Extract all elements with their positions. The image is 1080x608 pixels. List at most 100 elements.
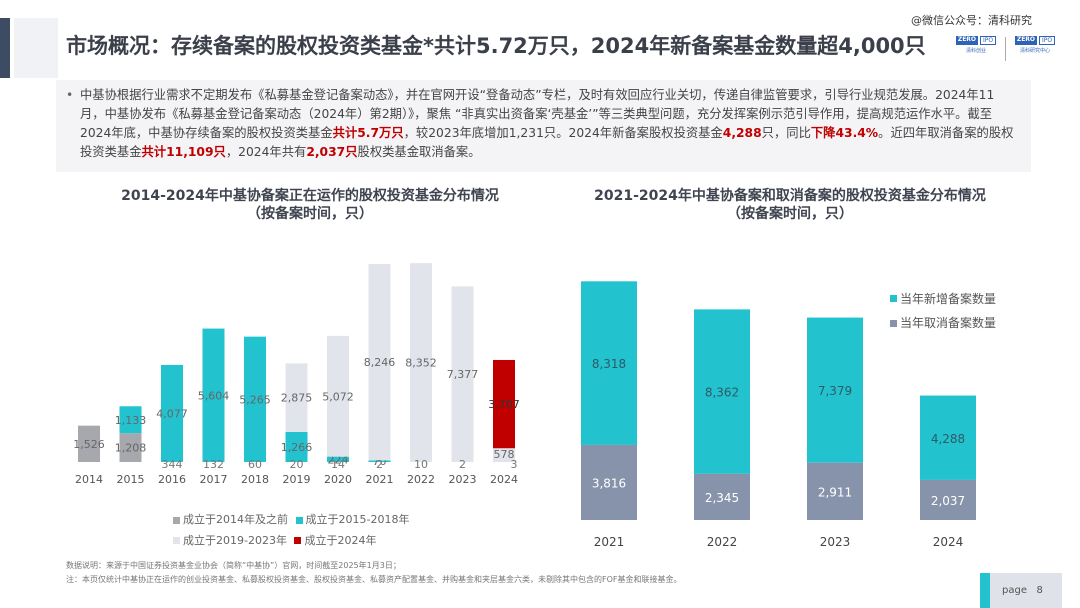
- bar-segment: [493, 448, 515, 462]
- summary-segment: 中基协根据行业需求不定期发布《私募基金登记备案动态》，并在官网开设“登备动态”专…: [80, 88, 995, 140]
- data-label: 7,377: [447, 368, 479, 381]
- bar-segment: [327, 335, 349, 457]
- data-label-small: 3: [511, 458, 518, 471]
- title-band: [14, 18, 58, 78]
- legend-item: 成立于2019-2023年: [173, 531, 287, 551]
- data-label: 3,707: [488, 398, 520, 411]
- bar-segment: [119, 433, 142, 462]
- bar-segment: [244, 336, 266, 462]
- legend-label: 成立于2019-2023年: [183, 533, 287, 547]
- bar-segment: [807, 317, 863, 463]
- page-label: page 8: [1002, 585, 1043, 596]
- bar-segment: [581, 444, 637, 520]
- x-tick-label: 2019: [283, 473, 311, 486]
- summary-highlight: 2,037只: [306, 145, 358, 159]
- summary-highlight: 共计5.7万只: [332, 126, 404, 140]
- data-label: 3,816: [592, 476, 626, 490]
- summary-paragraph: • 中基协根据行业需求不定期发布《私募基金登记备案动态》，并在官网开设“登备动态”…: [56, 80, 1031, 162]
- logo-subtext: 清科创业: [965, 48, 986, 54]
- legend-swatch: [890, 295, 897, 302]
- page-number: 8: [1036, 585, 1043, 596]
- bar-segment: [285, 363, 308, 432]
- data-label: 8,352: [405, 357, 437, 370]
- x-tick-label: 2016: [158, 473, 186, 486]
- logo-subtext: 清科研究中心: [1019, 48, 1050, 54]
- data-label: 8,246: [364, 356, 396, 369]
- data-label-small: 10: [414, 458, 428, 471]
- bar-segment: [368, 460, 391, 462]
- legend-item: 当年取消备案数量: [890, 311, 996, 335]
- summary-segment: ，2024年共有: [225, 145, 307, 159]
- legend-label: 成立于2014年及之前: [183, 513, 288, 526]
- title-accent-bar: [0, 18, 10, 78]
- logo-zero2ipo-research: ZERO IPO 清科研究中心: [1014, 36, 1056, 62]
- bar-segment: [285, 431, 308, 462]
- x-tick-label: 2023: [449, 473, 477, 486]
- data-label: 4,288: [931, 432, 965, 446]
- chart2-title: 2021-2024年中基协备案和取消备案的股权投资基金分布情况 （按备案时间，只…: [560, 187, 1020, 223]
- data-label: 5,604: [198, 389, 230, 402]
- data-label: 1,526: [73, 438, 105, 451]
- bar-segment: [807, 462, 863, 520]
- bar-segment: [694, 473, 750, 520]
- legend-item: 成立于2014年及之前: [173, 510, 288, 530]
- legend-swatch: [173, 537, 180, 544]
- data-label: 8,318: [592, 357, 626, 371]
- chart2-legend: 当年新增备案数量 当年取消备案数量: [890, 286, 1000, 335]
- bar-segment: [581, 281, 637, 445]
- legend-label: 当年新增备案数量: [900, 291, 997, 306]
- data-label: 2,345: [705, 491, 739, 505]
- x-tick-label: 2021: [366, 473, 394, 486]
- legend-swatch: [294, 537, 302, 544]
- x-tick-label: 2015: [117, 473, 145, 486]
- chart1-stacked-bar: 1,52620141,2081,13320154,07734420165,604…: [73, 263, 520, 486]
- legend-item: 成立于2024年: [294, 531, 376, 551]
- data-label: 8,362: [705, 386, 739, 400]
- logo-divider: [1005, 37, 1006, 61]
- summary-text: 中基协根据行业需求不定期发布《私募基金登记备案动态》，并在官网开设“登备动态”专…: [80, 88, 1013, 159]
- data-label-small: 2: [376, 458, 383, 471]
- chart1-title: 2014-2024年中基协备案正在运作的股权投资基金分布情况 （按备案时间，只）: [70, 187, 550, 223]
- bar-segment: [161, 364, 183, 462]
- data-label: 2,037: [931, 494, 965, 508]
- summary-segment: 股权类基金取消备案。: [357, 145, 481, 159]
- bar-segment: [327, 456, 349, 462]
- bar-segment: [920, 395, 976, 480]
- data-label: 5,072: [322, 390, 354, 403]
- summary-segment: ，较2023年底增加1,231只。2024年新备案股权投资基金: [403, 126, 723, 140]
- legend-label: 成立于2015-2018年: [305, 513, 410, 526]
- bar-segment: [451, 286, 474, 462]
- bar-segment: [78, 425, 100, 462]
- chart2-stacked-bar: 8,318 3,816 2021 8,362 2,345 2022 7,379 2,911 20…: [581, 281, 976, 549]
- logo-zero2ipo-ventures: ZERO IPO 清科创业: [955, 36, 997, 62]
- page-stripe: [980, 573, 990, 608]
- data-label: 4,077: [156, 407, 188, 420]
- x-tick-label: 2022: [707, 535, 738, 549]
- data-label-small: 20: [290, 458, 304, 471]
- data-label: 1,133: [115, 414, 147, 427]
- chart2-title-text: 2021-2024年中基协备案和取消备案的股权投资基金分布情况: [594, 188, 986, 204]
- x-tick-label: 2024: [490, 473, 518, 486]
- data-label: 1,208: [115, 442, 147, 455]
- x-tick-label: 2022: [407, 473, 435, 486]
- x-tick-label: 2020: [324, 473, 352, 486]
- data-label: 2,875: [281, 392, 313, 405]
- legend-swatch: [295, 516, 303, 524]
- legend-swatch: [890, 319, 897, 327]
- bar-segment: [202, 328, 225, 462]
- x-tick-label: 2021: [594, 535, 625, 549]
- bar-segment: [410, 263, 432, 462]
- legend-swatch: [173, 516, 180, 524]
- chart2-subtitle: （按备案时间，只）: [727, 206, 853, 222]
- bar-segment: [119, 406, 142, 434]
- page-label-text: page: [1002, 585, 1027, 596]
- data-label: 2,911: [818, 485, 852, 499]
- data-label-small: 60: [248, 458, 262, 471]
- bar-segment: [368, 264, 391, 461]
- x-tick-label: 2014: [75, 473, 103, 486]
- logo-text: ZERO: [1014, 36, 1038, 45]
- data-label-small: 344: [162, 458, 183, 471]
- logo-text: ZERO: [955, 36, 979, 45]
- footnote-note: 注：本页仅统计中基协正在运作的创业投资基金、私募股权投资基金、股权投资基金、私募…: [66, 575, 682, 584]
- data-label-small: 14: [331, 458, 345, 471]
